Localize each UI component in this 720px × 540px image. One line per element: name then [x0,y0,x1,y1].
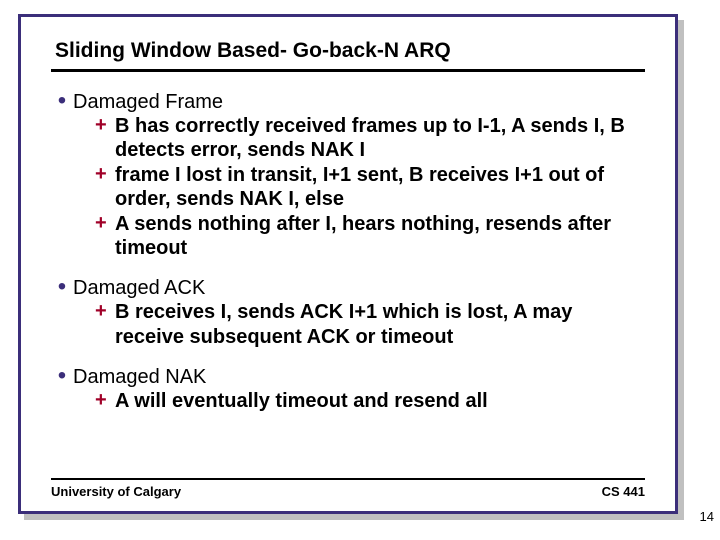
list-item: • Damaged NAK [51,365,645,389]
section-item: B has correctly received frames up to I-… [115,114,645,163]
section-heading: Damaged NAK [73,366,206,389]
bullet-icon: • [51,276,73,298]
slide: Sliding Window Based- Go-back-N ARQ • Da… [18,14,678,514]
section-item: frame I lost in transit, I+1 sent, B rec… [115,163,645,212]
list-item: + B has correctly received frames up to … [51,114,645,163]
plus-icon: + [95,300,115,323]
bullet-icon: • [51,90,73,112]
list-item: • Damaged ACK [51,276,645,300]
title-rule [51,69,645,72]
section-heading: Damaged Frame [73,91,223,114]
footer-left: University of Calgary [51,484,181,499]
plus-icon: + [95,163,115,186]
plus-icon: + [95,389,115,412]
slide-content: • Damaged Frame + B has correctly receiv… [51,90,645,414]
list-item: + A sends nothing after I, hears nothing… [51,212,645,261]
footer-right: CS 441 [602,484,645,499]
section-item: A sends nothing after I, hears nothing, … [115,212,645,261]
slide-title: Sliding Window Based- Go-back-N ARQ [51,39,645,63]
section-heading: Damaged ACK [73,277,205,300]
list-item: + frame I lost in transit, I+1 sent, B r… [51,163,645,212]
plus-icon: + [95,212,115,235]
section-item: A will eventually timeout and resend all [115,389,488,413]
list-item: • Damaged Frame [51,90,645,114]
footer-rule [51,478,645,480]
list-item: + B receives I, sends ACK I+1 which is l… [51,300,645,349]
page-number: 14 [700,509,714,524]
slide-footer: University of Calgary CS 441 [51,478,645,499]
list-item: + A will eventually timeout and resend a… [51,389,645,413]
bullet-icon: • [51,365,73,387]
section-item: B receives I, sends ACK I+1 which is los… [115,300,645,349]
plus-icon: + [95,114,115,137]
